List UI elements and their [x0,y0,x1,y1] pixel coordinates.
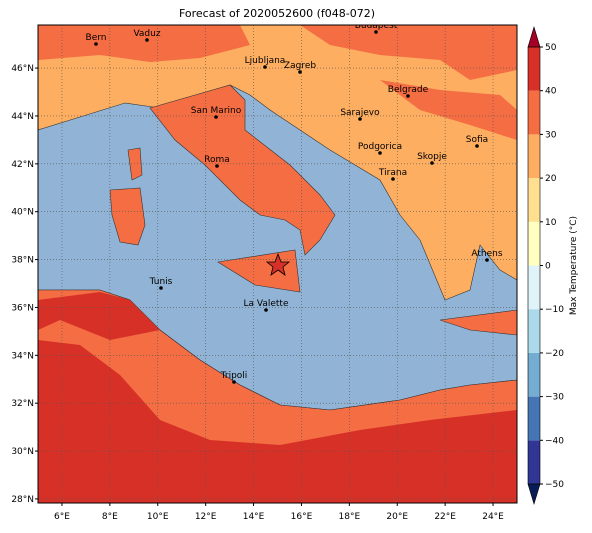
x-tick-label: 22°E [434,512,456,522]
city-label: Roma [204,155,230,165]
city-dot [358,117,362,121]
alps-region [38,25,250,62]
colorbar-under [527,483,541,506]
star-marker [265,252,291,276]
colorbar-tick-label: −30 [545,393,564,403]
y-tick-label: 36°N [11,303,34,313]
city-dot [391,177,395,181]
y-tick-label: 40°N [11,208,34,218]
colorbar-tick-label: −40 [545,436,564,446]
colorbar-segment [528,440,540,484]
region [300,25,517,80]
city-dot [264,308,268,312]
colorbar: −50 −40 −30 −20 −10 0 10 20 30 40 50 Max Temperatur… [527,25,579,506]
colorbar-segment [528,134,540,179]
city-dot [298,70,302,74]
colorbar-segment [528,90,540,135]
city-dot [406,94,410,98]
city-label: Ljubljana [245,56,286,66]
italy [149,84,336,256]
colorbar-tick-label: 10 [545,218,557,228]
city-dot [263,65,267,69]
colorbar-segment [528,309,540,353]
city-label: Belgrade [388,85,429,95]
x-tick-label: 18°E [339,512,361,522]
colorbar-tick-label: 50 [545,43,557,53]
region [380,80,517,140]
crete [439,309,517,336]
city-dot [94,42,98,46]
colorbar-tick-label: 30 [545,130,557,140]
city-dot [485,258,489,262]
city-dot [378,151,382,155]
city-dot [159,286,163,290]
city-dot [475,144,479,148]
x-tick-label: 12°E [195,512,217,522]
hot-region [38,292,160,340]
x-tick-label: 10°E [147,512,169,522]
y-tick-label: 46°N [11,64,34,74]
city-label: Vaduz [133,29,160,39]
hot-region [38,340,517,503]
x-tick-label: 6°E [54,512,70,522]
x-tick-label: 20°E [386,512,408,522]
y-tick-label: 42°N [11,160,34,170]
city-dot [430,161,434,165]
colorbar-label: Max Temperature (°C) [569,216,579,315]
city-dot [214,115,218,119]
colorbar-tick-label: 0 [545,262,551,272]
city-label: Bern [86,33,107,43]
colorbar-over [527,25,541,48]
colorbar-tick-label: −20 [545,349,564,359]
colorbar-segment [528,396,540,441]
map-frame [37,24,518,504]
city-label: Tunis [149,277,173,287]
colorbar-segment [528,47,540,91]
city-dot [374,30,378,34]
city-dot [215,164,219,168]
city-dot [145,38,149,42]
city-label: La Valette [244,299,289,309]
x-tick-label: 16°E [291,512,313,522]
sardinia [109,187,146,246]
colorbar-segment [528,221,540,266]
city-label: Zagreb [284,61,316,71]
city-dot [232,380,236,384]
title: Forecast of 2020052600 (f048-072) [179,7,375,20]
city-label: Podgorica [358,142,402,152]
city-label: Athens [471,249,502,259]
city-label: Budapest [355,21,398,31]
colorbar-tick-label: 40 [545,87,557,97]
city-label: Sarajevo [340,108,380,118]
y-tick-label: 34°N [11,351,34,361]
y-tick-label: 32°N [11,399,34,409]
colorbar-segment [528,265,540,310]
x-tick-label: 14°E [243,512,265,522]
city-label: Sofia [466,135,488,145]
grid [38,25,517,503]
city-label: Tirana [378,168,407,178]
x-tick-label: 24°E [482,512,504,522]
colorbar-tick-label: −50 [545,480,564,490]
y-tick-label: 44°N [11,112,34,122]
city-label: Skopje [417,152,447,162]
colorbar-segment [528,352,540,397]
colorbar-tick-label: −10 [545,305,564,315]
colorbar-segment [528,178,540,222]
y-tick-label: 30°N [11,447,34,457]
colorbar-tick-label: 20 [545,174,557,184]
y-tick-label: 28°N [11,495,34,505]
y-tick-label: 38°N [11,256,34,266]
city-label: San Marino [191,106,242,116]
x-tick-label: 8°E [102,512,118,522]
city-label: Tripoli [220,371,248,381]
